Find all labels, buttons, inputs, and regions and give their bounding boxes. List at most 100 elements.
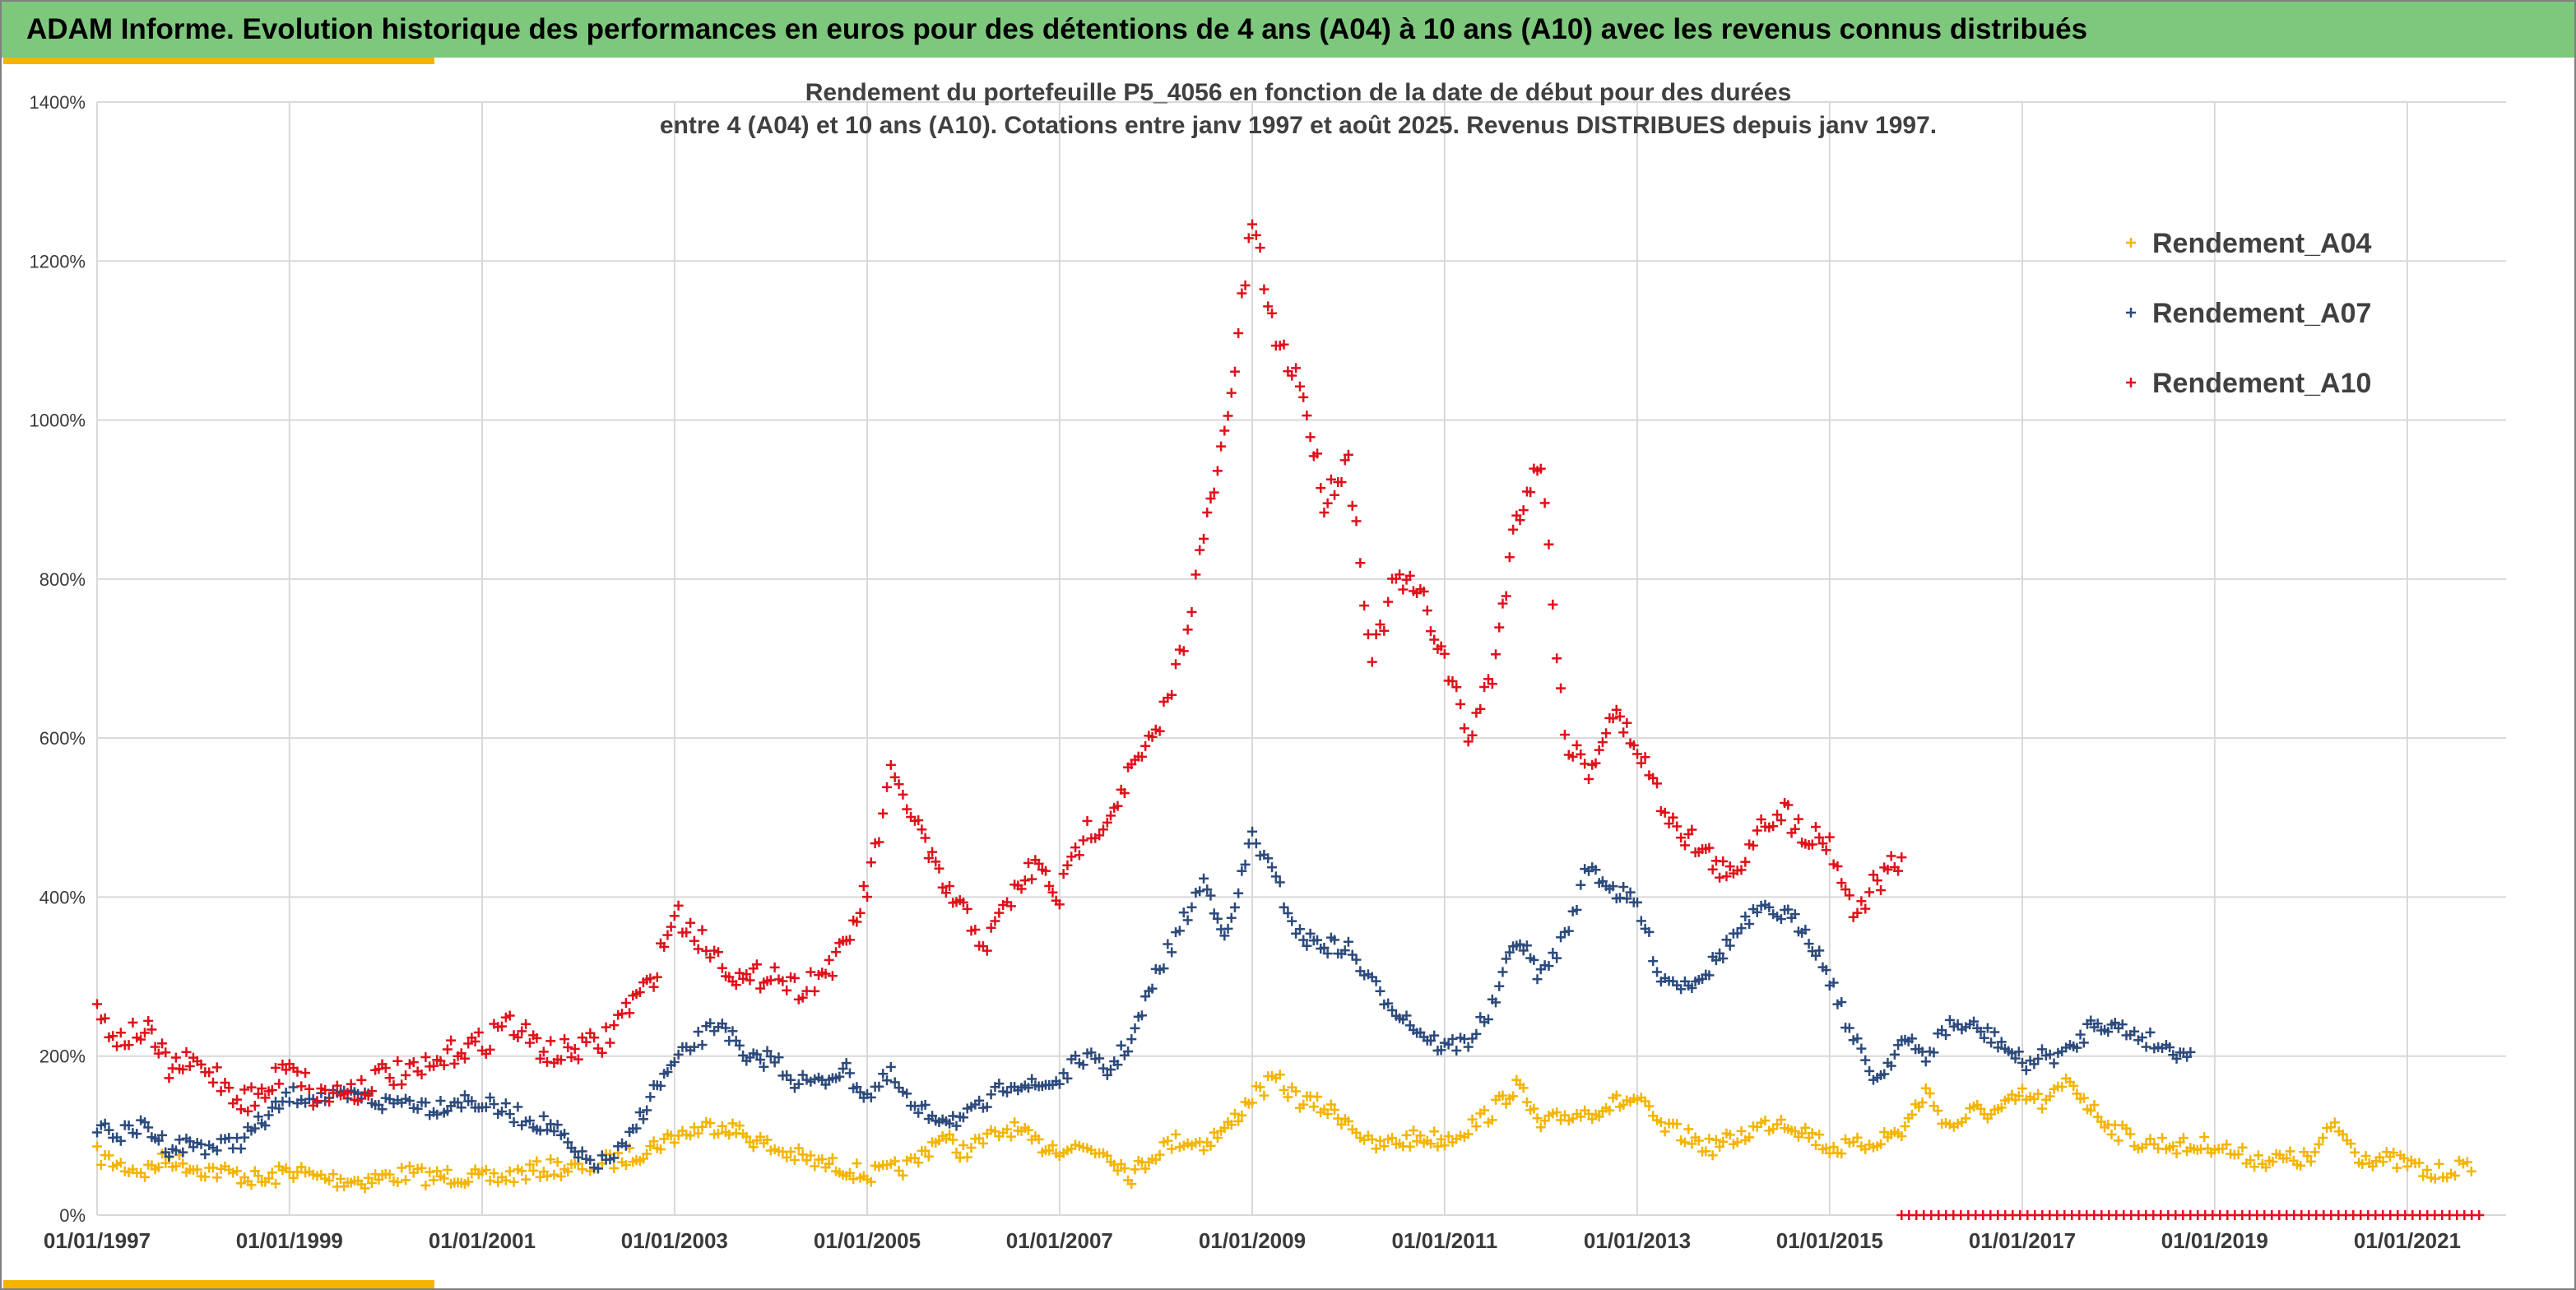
data-point <box>838 1064 848 1074</box>
data-point <box>689 935 699 946</box>
data-point <box>1986 1037 1997 1048</box>
data-point <box>1379 625 1390 636</box>
data-point <box>1475 1012 1486 1023</box>
data-point <box>1182 624 1193 635</box>
data-point <box>92 999 102 1009</box>
data-point <box>1789 909 1800 920</box>
data-point <box>211 1172 222 1183</box>
data-point <box>1425 1035 1436 1046</box>
data-point <box>2117 1019 2128 1030</box>
data-point <box>563 1167 573 1177</box>
data-point <box>1933 1106 1943 1116</box>
data-point <box>2233 1149 2244 1160</box>
data-point <box>2126 308 2136 318</box>
data-point <box>577 1146 587 1157</box>
data-point <box>552 1157 563 1167</box>
data-point <box>1112 1165 1123 1176</box>
data-point <box>1707 864 1718 875</box>
data-point <box>1375 986 1385 996</box>
x-tick-label: 01/01/2017 <box>1969 1228 2076 1253</box>
data-point <box>1497 967 1508 977</box>
data-point <box>2037 1103 2048 1114</box>
data-point <box>1082 815 1093 826</box>
data-point <box>2185 1046 2196 1057</box>
data-point <box>755 1055 766 1065</box>
data-point <box>1070 842 1081 853</box>
data-point <box>2029 1093 2040 1104</box>
data-point <box>555 1055 566 1065</box>
data-point <box>1274 1070 1285 1080</box>
data-point <box>463 1038 474 1049</box>
data-point <box>844 935 855 945</box>
data-point <box>493 1176 504 1187</box>
data-point <box>934 863 945 874</box>
data-point <box>727 1026 738 1037</box>
legend-entry: Rendement_A04 <box>2126 228 2372 259</box>
data-point <box>1463 1129 1474 1139</box>
data-point <box>1648 956 1659 967</box>
data-point <box>1856 1043 1867 1054</box>
data-point <box>263 1110 274 1121</box>
data-point <box>545 1154 556 1165</box>
data-point <box>153 1135 164 1146</box>
data-point <box>573 1054 583 1065</box>
data-point <box>1494 981 1505 991</box>
data-point <box>449 1058 460 1069</box>
data-point <box>669 1056 680 1067</box>
data-point <box>1860 903 1871 914</box>
data-point <box>1715 1141 1725 1152</box>
data-point <box>497 1107 508 1117</box>
data-point <box>1504 552 1515 563</box>
data-point <box>1614 711 1625 722</box>
title-banner: ADAM Informe. Evolution historique des p… <box>2 2 2574 58</box>
data-point <box>2110 1018 2120 1028</box>
data-point <box>634 987 645 998</box>
data-point <box>1789 1126 1800 1137</box>
data-point <box>669 1137 680 1148</box>
data-point <box>1279 902 1289 912</box>
data-point <box>2137 1032 2147 1043</box>
data-point <box>1395 569 1405 580</box>
data-point <box>1199 873 1209 884</box>
data-point <box>1404 1141 1415 1152</box>
data-point <box>531 1032 542 1043</box>
data-point <box>139 1117 150 1128</box>
data-point <box>1552 653 1562 664</box>
data-point <box>235 1178 246 1189</box>
data-point <box>253 1171 263 1181</box>
data-point <box>1023 1083 1033 1093</box>
data-point <box>1163 939 1173 949</box>
data-point <box>508 1176 519 1187</box>
data-point <box>1401 1130 1412 1140</box>
data-point <box>1040 865 1051 876</box>
data-point <box>1856 896 1867 907</box>
data-point <box>220 1078 230 1088</box>
data-point <box>1398 584 1409 595</box>
data-point <box>377 1104 388 1115</box>
data-point <box>1251 838 1261 849</box>
data-point <box>1223 411 1233 421</box>
data-point <box>977 1138 988 1148</box>
data-point <box>931 856 941 867</box>
data-point <box>1016 884 1027 894</box>
data-point <box>232 1094 243 1105</box>
accent-bar-top-left <box>3 58 434 64</box>
data-point <box>1202 507 1213 517</box>
data-point <box>2449 1170 2460 1181</box>
data-point <box>769 962 780 972</box>
data-point <box>432 1109 443 1120</box>
data-point <box>1098 824 1108 835</box>
y-tick-label: 200% <box>39 1046 86 1067</box>
data-point <box>192 1164 202 1175</box>
data-point <box>1255 243 1265 253</box>
data-point <box>360 1183 370 1194</box>
data-point <box>1044 1145 1055 1156</box>
data-point <box>927 847 938 857</box>
data-point <box>1298 935 1309 945</box>
data-point <box>609 1153 620 1163</box>
data-point <box>2434 1158 2444 1169</box>
data-point <box>1319 507 1330 517</box>
data-point <box>866 1176 876 1187</box>
data-point <box>2267 1157 2278 1167</box>
data-point <box>759 1061 769 1072</box>
